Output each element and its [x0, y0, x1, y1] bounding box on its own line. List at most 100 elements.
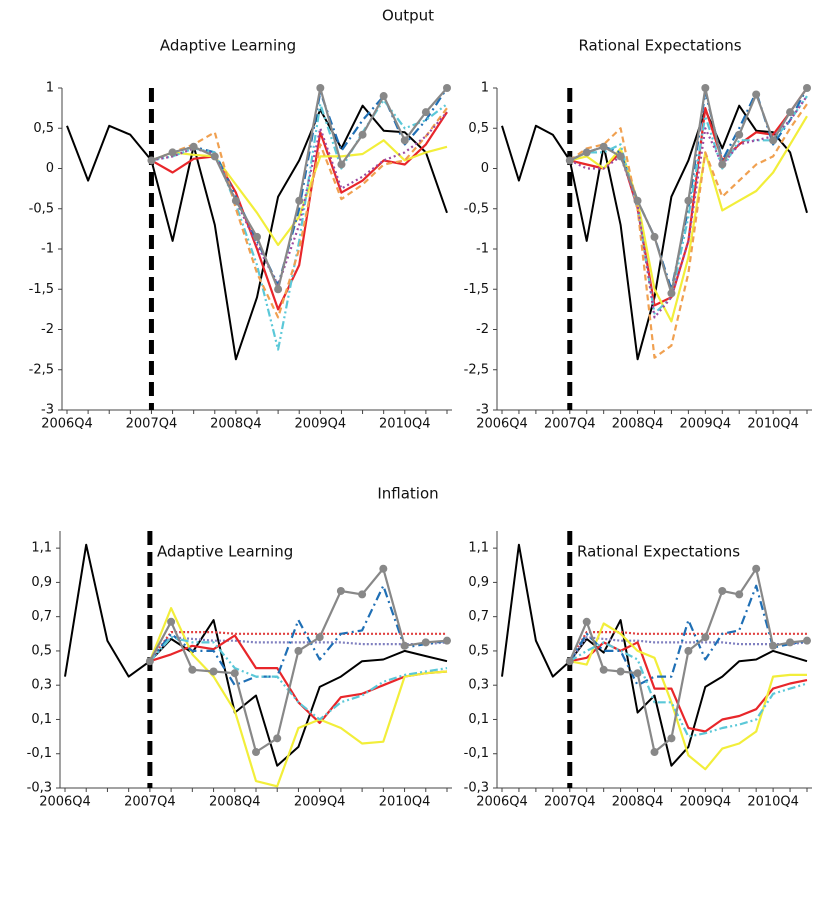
- series-marker: [616, 152, 625, 161]
- series-marker: [701, 633, 710, 642]
- y-tick-label: 0,7: [468, 609, 489, 624]
- x-tick-label: 2009Q4: [680, 417, 732, 432]
- chart-title: Adaptive Learning: [160, 37, 296, 55]
- section-title: Output: [382, 7, 434, 25]
- x-tick-label: 2007Q4: [544, 795, 596, 810]
- y-tick-label: 0,5: [33, 121, 54, 136]
- y-tick-label: 0,5: [468, 121, 489, 136]
- chart-title: Rational Expectations: [577, 543, 740, 561]
- chart-title: Rational Expectations: [578, 37, 741, 55]
- y-tick-label: -0,5: [29, 201, 54, 216]
- x-tick-label: 2009Q4: [680, 795, 732, 810]
- series-line: [151, 99, 448, 351]
- y-tick-label: 1,1: [468, 541, 489, 556]
- y-tick-label: 0,1: [31, 712, 52, 727]
- x-tick-label: 2009Q4: [294, 795, 346, 810]
- series-marker: [358, 130, 367, 139]
- section-title: Inflation: [377, 485, 438, 503]
- y-tick-label: -1,5: [29, 282, 54, 297]
- x-tick-label: 2010Q4: [747, 795, 799, 810]
- y-tick-label: -0,1: [464, 746, 489, 761]
- series-marker: [599, 665, 608, 674]
- series-marker: [582, 617, 591, 626]
- x-tick-label: 2009Q4: [295, 417, 347, 432]
- series-marker: [667, 734, 676, 743]
- x-tick-label: 2007Q4: [126, 417, 178, 432]
- y-tick-label: -0,1: [27, 746, 52, 761]
- series-marker: [167, 617, 176, 626]
- series-marker: [421, 638, 430, 647]
- series-line: [501, 104, 808, 361]
- y-tick-label: 0: [481, 161, 489, 176]
- series-marker: [443, 84, 451, 92]
- x-tick-label: 2010Q4: [747, 417, 799, 432]
- series-marker: [752, 564, 761, 573]
- series-marker: [358, 590, 367, 599]
- series-marker: [295, 196, 304, 205]
- series-marker: [336, 586, 345, 595]
- series-line: [149, 636, 448, 721]
- series-marker: [252, 748, 260, 757]
- series-line: [149, 636, 448, 662]
- series-marker: [168, 148, 177, 157]
- series-marker: [633, 669, 642, 678]
- series-line: [151, 139, 448, 247]
- series-marker: [230, 669, 239, 678]
- series-line: [569, 641, 808, 738]
- series-line: [66, 104, 448, 361]
- series-marker: [752, 90, 761, 99]
- series-marker: [803, 636, 811, 645]
- y-tick-label: 0,9: [468, 575, 489, 590]
- x-tick-label: 2006Q4: [39, 795, 91, 810]
- series-line: [149, 584, 448, 687]
- series-marker: [769, 641, 778, 650]
- x-tick-label: 2010Q4: [379, 795, 431, 810]
- series-line: [569, 622, 807, 771]
- series-marker: [316, 84, 325, 92]
- series-marker: [209, 667, 218, 676]
- series-marker: [582, 148, 591, 157]
- y-tick-label: 1,1: [31, 541, 52, 556]
- series-marker: [379, 92, 388, 101]
- y-tick-label: 0,7: [31, 609, 52, 624]
- series-line: [568, 567, 808, 754]
- series-line: [150, 111, 448, 311]
- y-tick-label: 0,3: [468, 678, 489, 693]
- series-line: [149, 631, 447, 662]
- series-marker: [786, 638, 795, 647]
- series-line: [148, 607, 448, 788]
- x-tick-label: 2007Q4: [124, 795, 176, 810]
- x-tick-label: 2007Q4: [544, 417, 596, 432]
- series-marker: [786, 108, 795, 117]
- series-marker: [210, 152, 219, 161]
- series-line: [569, 95, 808, 319]
- series-line: [568, 636, 808, 662]
- y-tick-label: 0: [46, 161, 54, 176]
- y-tick-label: -0,3: [464, 781, 489, 796]
- series-marker: [565, 156, 574, 165]
- y-tick-label: 0,9: [31, 575, 52, 590]
- series-marker: [769, 136, 778, 145]
- series-marker: [599, 142, 608, 151]
- series-marker: [633, 196, 642, 205]
- series-marker: [400, 641, 409, 650]
- series-marker: [421, 108, 430, 117]
- series-marker: [273, 734, 282, 743]
- series-line: [501, 543, 808, 767]
- y-tick-label: 0,5: [468, 643, 489, 658]
- series-marker: [147, 156, 156, 165]
- series-line: [148, 567, 448, 754]
- series-marker: [718, 586, 727, 595]
- x-tick-label: 2008Q4: [612, 795, 664, 810]
- series-marker: [189, 142, 198, 151]
- y-tick-label: -0,3: [27, 781, 52, 796]
- series-marker: [231, 196, 240, 205]
- series-marker: [667, 289, 676, 298]
- y-tick-label: 1: [46, 81, 54, 96]
- y-tick-label: -0,5: [464, 201, 489, 216]
- series-line: [569, 95, 808, 315]
- series-marker: [735, 130, 744, 139]
- series-marker: [253, 232, 261, 241]
- y-tick-label: -2,5: [464, 362, 489, 377]
